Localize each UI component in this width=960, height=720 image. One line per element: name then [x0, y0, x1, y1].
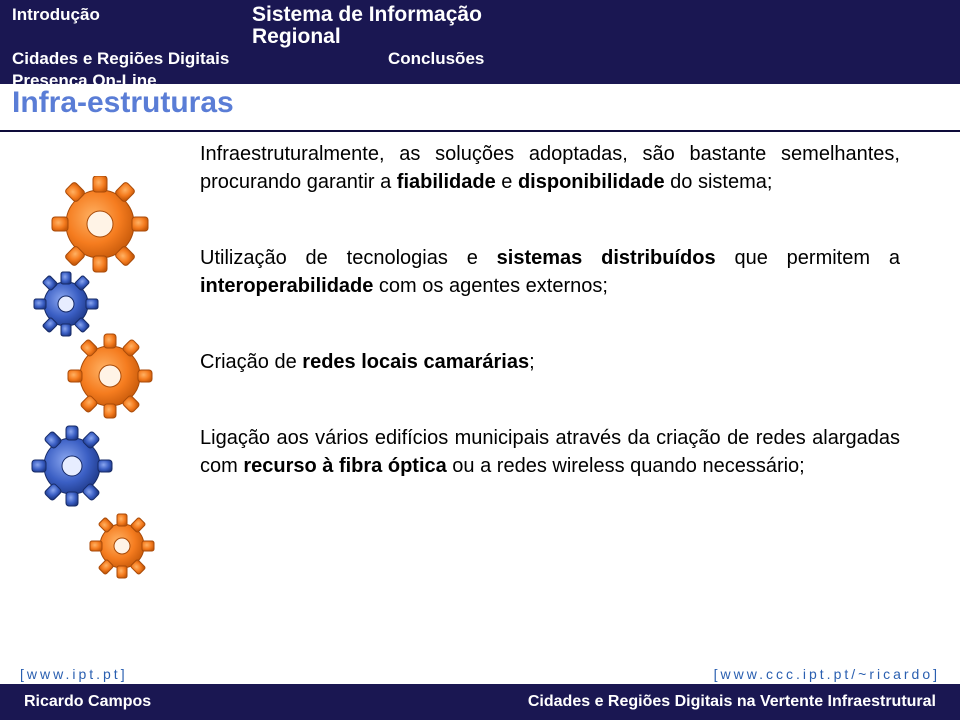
paragraph-2: Utilização de tecnologias e sistemas dis… — [200, 244, 900, 300]
footer-links: [www.ipt.pt] [www.ccc.ipt.pt/~ricardo] — [0, 666, 960, 684]
p4-text2: ou a redes wireless quando necessário; — [447, 455, 805, 477]
header-left-2: Cidades e Regiões Digitais — [12, 48, 252, 70]
footer-link-left: [www.ipt.pt] — [20, 666, 128, 682]
p2-text: Utilização de tecnologias e — [200, 247, 497, 269]
paragraph-3: Criação de redes locais camarárias; — [200, 348, 900, 376]
footer-bar: Ricardo Campos Cidades e Regiões Digitai… — [0, 684, 960, 720]
slide: Introdução Sistema de Informação Regiona… — [0, 0, 960, 720]
header-right-2: Conclusões — [252, 48, 572, 70]
header-left-1: Introdução — [12, 4, 252, 48]
page-title: Infra-estruturas — [0, 84, 960, 120]
title-bar: Infra-estruturas — [0, 84, 960, 132]
p2-text3: com os agentes externos; — [373, 275, 608, 297]
p3-text: Criação de — [200, 351, 302, 373]
footer-author: Ricardo Campos — [24, 693, 151, 711]
paragraph-1: Infraestruturalmente, as soluções adopta… — [200, 140, 900, 196]
p3-bold: redes locais camarárias — [302, 351, 529, 373]
p1-text3: do sistema; — [665, 171, 773, 193]
paragraph-4: Ligação aos vários edifícios municipais … — [200, 424, 900, 480]
header: Introdução Sistema de Informação Regiona… — [0, 0, 960, 84]
p1-text2: e — [496, 171, 518, 193]
content: Infraestruturalmente, as soluções adopta… — [0, 140, 960, 528]
p3-text2: ; — [529, 351, 535, 373]
footer-subject: Cidades e Regiões Digitais na Vertente I… — [528, 693, 936, 711]
p2-bold-2: interoperabilidade — [200, 275, 373, 297]
p1-bold-2: disponibilidade — [518, 171, 665, 193]
p1-bold-1: fiabilidade — [397, 171, 496, 193]
header-right-1: Sistema de Informação Regional — [252, 4, 572, 48]
p2-bold-1: sistemas distribuídos — [497, 247, 716, 269]
p4-bold: recurso à fibra óptica — [243, 455, 446, 477]
footer-link-right: [www.ccc.ipt.pt/~ricardo] — [714, 666, 940, 682]
footer: [www.ipt.pt] [www.ccc.ipt.pt/~ricardo] R… — [0, 666, 960, 720]
p2-text2: que permitem a — [716, 247, 900, 269]
